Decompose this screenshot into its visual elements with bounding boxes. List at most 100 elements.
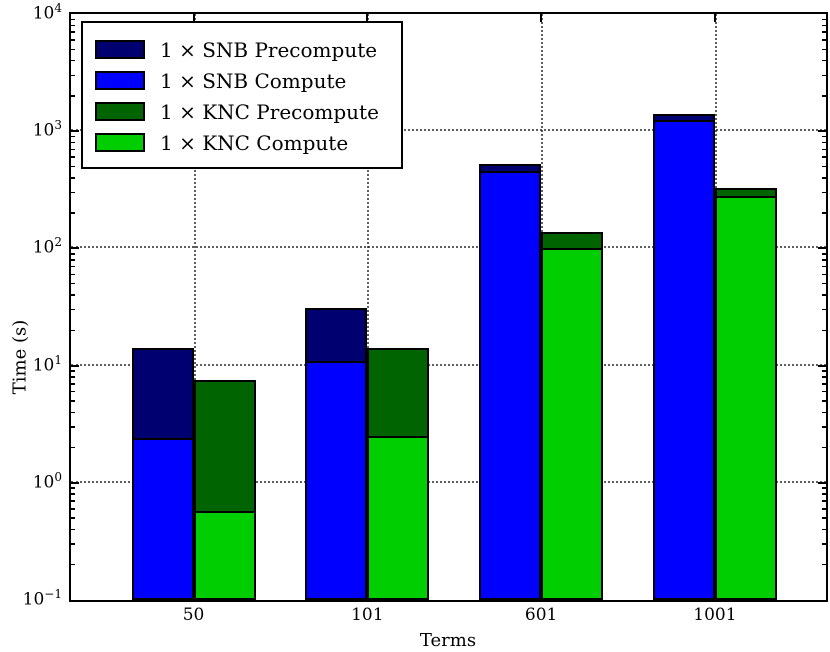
y-minor-tick — [822, 508, 826, 510]
legend-label: 1 × SNB Compute — [160, 68, 347, 93]
y-minor-tick — [71, 39, 75, 41]
v-gridline — [193, 14, 196, 600]
y-minor-tick — [71, 259, 75, 261]
y-tick-label: 104 — [32, 0, 62, 24]
y-minor-tick — [71, 48, 75, 51]
y-minor-tick — [71, 543, 75, 545]
v-gridline — [367, 14, 370, 600]
y-minor-tick — [71, 411, 75, 413]
x-major-tick — [713, 592, 716, 600]
y-minor-tick — [71, 294, 75, 296]
y-minor-tick — [71, 74, 75, 77]
y-minor-tick — [822, 563, 826, 566]
legend-item-snb-compute: 1 × SNB Compute — [95, 67, 391, 94]
knc-compute-bar — [541, 248, 604, 600]
y-tick-label: 102 — [32, 235, 62, 258]
legend-label: 1 × KNC Precompute — [160, 99, 379, 124]
y-minor-tick — [822, 265, 826, 268]
h-gridline — [71, 246, 826, 249]
y-minor-tick — [822, 273, 826, 276]
y-minor-tick — [71, 493, 75, 495]
y-minor-tick — [71, 282, 75, 285]
y-minor-tick — [71, 156, 75, 158]
y-minor-tick — [822, 177, 826, 179]
y-minor-tick — [71, 370, 75, 372]
y-minor-tick — [822, 165, 826, 168]
y-major-tick — [818, 130, 826, 133]
y-minor-tick — [71, 517, 75, 519]
legend: 1 × SNB Precompute 1 × SNB Compute 1 × K… — [81, 21, 403, 169]
y-minor-tick — [71, 563, 75, 566]
x-major-tick — [192, 592, 195, 600]
y-tick-label: 103 — [32, 118, 62, 141]
legend-item-knc-compute: 1 × KNC Compute — [95, 129, 391, 156]
x-major-tick — [540, 592, 543, 600]
y-minor-tick — [822, 446, 826, 449]
y-minor-tick — [71, 59, 75, 62]
y-minor-tick — [71, 148, 75, 151]
knc-compute-bar — [367, 436, 430, 600]
y-minor-tick — [822, 282, 826, 285]
y-minor-tick — [71, 24, 75, 27]
y-minor-tick — [822, 212, 826, 214]
y-minor-tick — [71, 329, 75, 332]
y-minor-tick — [822, 294, 826, 296]
y-minor-tick — [822, 400, 826, 402]
x-major-tick — [366, 14, 369, 22]
y-minor-tick — [822, 370, 826, 372]
y-minor-tick — [71, 212, 75, 214]
y-minor-tick — [822, 383, 826, 385]
y-minor-tick — [822, 135, 826, 138]
snb-compute-bar — [479, 170, 542, 600]
y-major-tick — [71, 130, 79, 133]
y-minor-tick — [822, 376, 826, 378]
y-minor-tick — [822, 411, 826, 413]
y-minor-tick — [71, 508, 75, 510]
legend-swatch-snb-compute — [95, 71, 145, 90]
y-minor-tick — [822, 95, 826, 97]
y-minor-tick — [822, 308, 826, 311]
y-minor-tick — [822, 517, 826, 519]
snb-compute-bar — [305, 360, 368, 600]
legend-label: 1 × KNC Compute — [160, 130, 349, 155]
y-minor-tick — [71, 487, 75, 489]
x-major-tick — [366, 592, 369, 600]
snb-compute-bar — [131, 438, 194, 600]
y-minor-tick — [822, 528, 826, 531]
y-minor-tick — [822, 148, 826, 151]
y-minor-tick — [71, 400, 75, 402]
y-minor-tick — [71, 135, 75, 138]
y-minor-tick — [71, 273, 75, 276]
y-major-tick — [71, 247, 79, 250]
h-gridline — [71, 480, 826, 483]
y-minor-tick — [822, 31, 826, 33]
x-major-tick — [713, 14, 716, 22]
y-minor-tick — [71, 500, 75, 502]
x-tick-label: 1001 — [693, 605, 737, 625]
y-minor-tick — [71, 308, 75, 311]
x-tick-label: 101 — [351, 605, 384, 625]
legend-item-snb-precompute: 1 × SNB Precompute — [95, 36, 391, 63]
y-minor-tick — [822, 487, 826, 489]
y-minor-tick — [71, 426, 75, 428]
y-minor-tick — [71, 390, 75, 393]
x-axis-title: Terms — [419, 630, 477, 651]
y-minor-tick — [822, 426, 826, 428]
y-minor-tick — [822, 39, 826, 41]
y-major-tick — [818, 481, 826, 484]
y-minor-tick — [822, 259, 826, 261]
y-major-tick — [71, 364, 79, 367]
legend-swatch-knc-precompute — [95, 102, 145, 121]
y-minor-tick — [822, 48, 826, 51]
y-minor-tick — [822, 493, 826, 495]
y-minor-tick — [822, 59, 826, 62]
y-major-tick — [818, 247, 826, 250]
legend-swatch-knc-compute — [95, 133, 145, 152]
y-tick-label: 101 — [32, 352, 62, 376]
y-minor-tick — [822, 191, 826, 194]
y-minor-tick — [71, 31, 75, 33]
y-minor-tick — [822, 543, 826, 545]
y-minor-tick — [71, 18, 75, 21]
x-tick-label: 601 — [524, 605, 558, 625]
